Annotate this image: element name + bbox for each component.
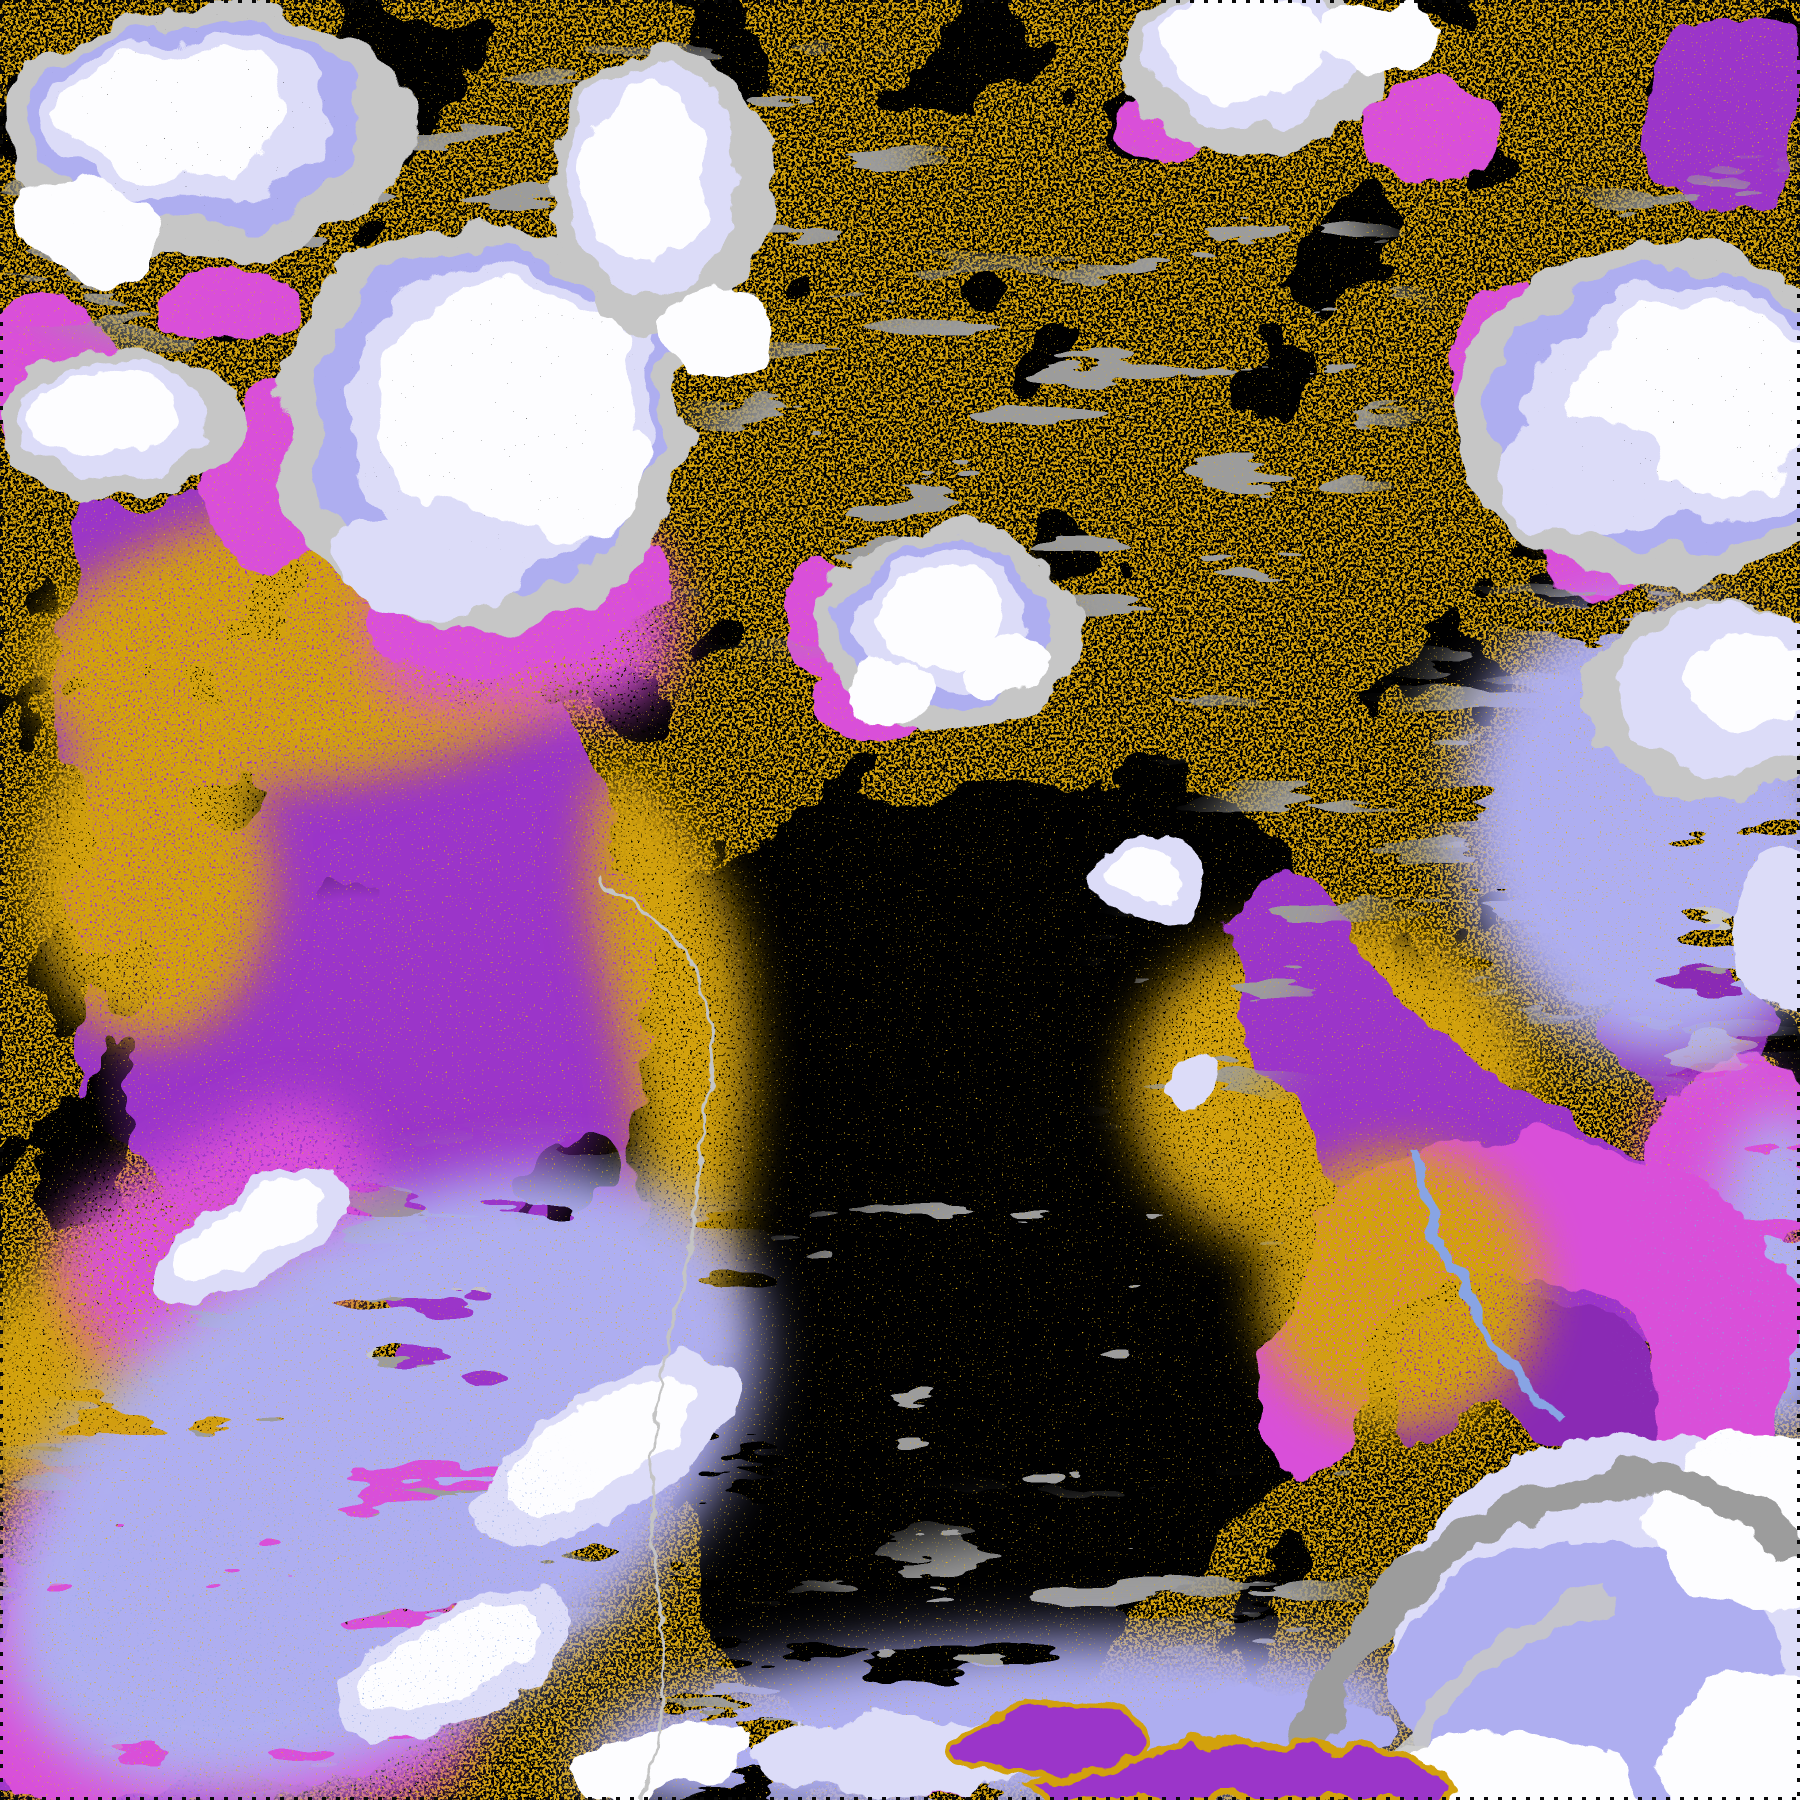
satellite-image: false-color-satellite-scene Dithered fal…: [0, 0, 1800, 1800]
cyclone-gold-speckle: [1260, 1150, 1540, 1430]
cloud-topedge-lobe: [1325, 0, 1435, 70]
dots-big-left: [380, 300, 620, 520]
dots-topleft: [80, 40, 320, 200]
dots-right: [1570, 300, 1800, 500]
cloud-small-a-core: [1113, 849, 1177, 901]
gold-over-arc: [1260, 1150, 1540, 1430]
satellite-canvas: false-color-satellite-scene Dithered fal…: [0, 0, 1800, 1800]
cloud-topcenter-core: [580, 80, 710, 260]
flecks-right-edge: [1640, 1060, 1800, 1420]
cloud-center-lobe-b: [970, 635, 1050, 695]
cloud-west-core: [33, 373, 177, 457]
cloud-center-lobe-a: [848, 658, 932, 722]
cloud-small-b: [1155, 1054, 1225, 1106]
cloud-topcenter-lobe: [660, 285, 770, 375]
